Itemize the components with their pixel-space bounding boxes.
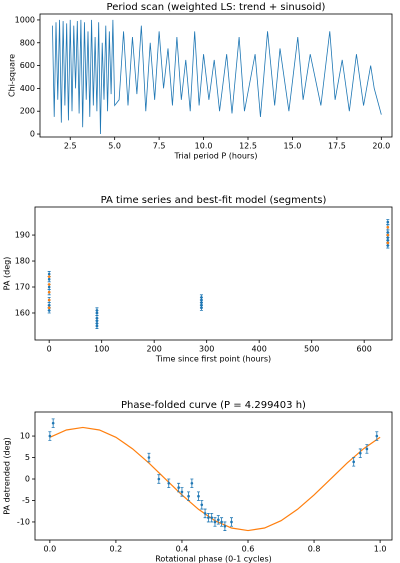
x-tick-label: 0.8 [308,545,321,554]
x-tick-label: 100 [94,345,109,354]
data-point [386,233,390,237]
plot-frame [39,13,393,138]
data-point [147,456,151,459]
data-point [203,512,207,515]
x-tick-label: 400 [252,345,267,354]
y-tick-label: 600 [20,61,35,70]
data-point [386,241,390,245]
x-tick-label: 0 [47,345,52,354]
data-point [47,275,51,278]
data-point [157,477,161,481]
chart-title: Period scan (weighted LS: trend + sinuso… [107,2,326,13]
y-tick-label: 160 [15,308,30,317]
y-tick-label: 170 [15,283,30,292]
y-tick-label: 5 [25,453,30,462]
data-point [207,516,210,519]
data-point [95,316,99,320]
x-tick-label: 0.0 [43,545,56,554]
data-point [197,494,200,498]
data-point [47,303,51,307]
data-point [51,421,55,425]
y-tick-label: 200 [20,107,35,116]
y-tick-label: 190 [15,231,30,240]
y-tick-label: 0 [30,130,35,139]
data-point [167,482,171,485]
data-point [213,520,217,524]
plot-frame [34,411,393,541]
x-tick-label: 0.2 [110,545,123,554]
y-axis-label: PA (deg) [3,257,12,291]
x-tick-label: 5.0 [108,142,121,151]
data-line [49,426,381,532]
data-point [216,518,220,522]
data-point [386,225,390,229]
x-tick-label: 1.0 [374,545,387,554]
x-tick-label: 20.0 [372,142,390,151]
data-point [200,296,203,299]
x-tick-label: 10.0 [195,142,213,151]
data-point [230,520,233,524]
x-tick-label: 7.5 [153,142,166,151]
x-tick-label: 0.6 [242,545,255,554]
data-point [190,482,194,485]
x-tick-label: 2.5 [64,142,77,151]
x-tick-label: 15.0 [284,142,302,151]
y-tick-label: 1000 [15,15,35,24]
y-tick-label: -10 [17,517,30,526]
y-tick-label: 10 [20,432,30,441]
data-point [180,490,184,494]
data-point [210,516,213,519]
data-point [47,272,51,276]
data-point [47,298,51,302]
y-tick-label: 400 [20,84,35,93]
data-point [47,290,51,294]
data-point [386,220,390,224]
data-point [375,434,379,438]
chart-title: PA time series and best-fit model (segme… [101,195,327,206]
data-point [223,524,227,528]
data-point [95,309,99,312]
data-point [48,434,52,438]
x-tick-label: 500 [304,345,319,354]
data-point [365,447,369,451]
x-axis-label: Rotational phase (0-1 cycles) [155,555,272,563]
x-tick-label: 600 [357,345,372,354]
x-axis-label: Time since first point (hours) [155,355,271,364]
data-point [47,306,51,310]
y-axis-label: Chi-square [8,54,17,97]
x-tick-label: 300 [199,345,214,354]
chart-title: Phase-folded curve (P = 4.299403 h) [121,400,306,411]
x-tick-label: 200 [147,345,162,354]
y-axis-label: PA detrended (deg) [3,437,12,515]
y-tick-label: 800 [20,38,35,47]
data-point [358,451,362,455]
x-tick-label: 17.5 [328,142,346,151]
data-point [200,503,204,507]
data-point [47,277,51,281]
data-line [52,19,382,135]
data-point [352,460,355,464]
y-tick-label: -5 [22,496,30,505]
data-point [187,494,190,498]
data-point [220,520,223,524]
x-axis-label: Trial period P (hours) [173,152,257,161]
plot-frame [34,206,393,341]
data-point [47,283,51,286]
data-point [47,285,51,289]
y-tick-label: 180 [15,257,30,266]
x-tick-label: 0.4 [176,545,189,554]
x-tick-label: 12.5 [239,142,257,151]
y-tick-label: 0 [25,475,30,484]
data-point [386,231,390,234]
data-point [177,486,180,489]
